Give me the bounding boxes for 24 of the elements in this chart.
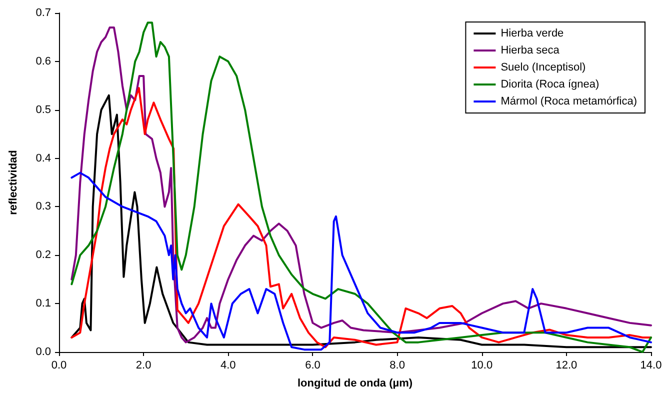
- x-tick-label: 4.0: [220, 360, 236, 372]
- x-tick-label: 12.0: [556, 360, 578, 372]
- x-tick-label: 8.0: [390, 360, 405, 372]
- y-tick-label: 0.5: [36, 104, 51, 116]
- legend-label: Suelo (Inceptisol): [500, 62, 586, 74]
- y-tick-label: 0.1: [36, 298, 51, 310]
- line-series: [70, 172, 652, 351]
- y-tick-label: 0.2: [36, 249, 51, 262]
- x-tick-label: 14.0: [640, 360, 662, 372]
- x-tick-label: 0.0: [51, 360, 67, 372]
- y-tick-label: 0.7: [36, 7, 51, 19]
- y-tick-label: 0.0: [36, 346, 51, 358]
- x-axis-title: longitud de onda (µm): [297, 378, 413, 390]
- y-tick-label: 0.3: [36, 200, 51, 213]
- legend-label: Hierba seca: [500, 44, 560, 56]
- legend-label: Hierba verde: [500, 28, 564, 40]
- y-tick-label: 0.4: [36, 152, 51, 164]
- x-tick-label: 2.0: [136, 360, 152, 372]
- legend-label: Diorita (Roca ígnea): [500, 78, 600, 90]
- legend-label: Mármol (Roca metamórfica): [500, 96, 638, 108]
- y-axis-title: reflectividad: [8, 150, 20, 215]
- x-tick-label: 6.0: [305, 360, 320, 372]
- x-tick-label: 10.0: [471, 360, 493, 372]
- y-tick-label: 0.6: [36, 55, 51, 68]
